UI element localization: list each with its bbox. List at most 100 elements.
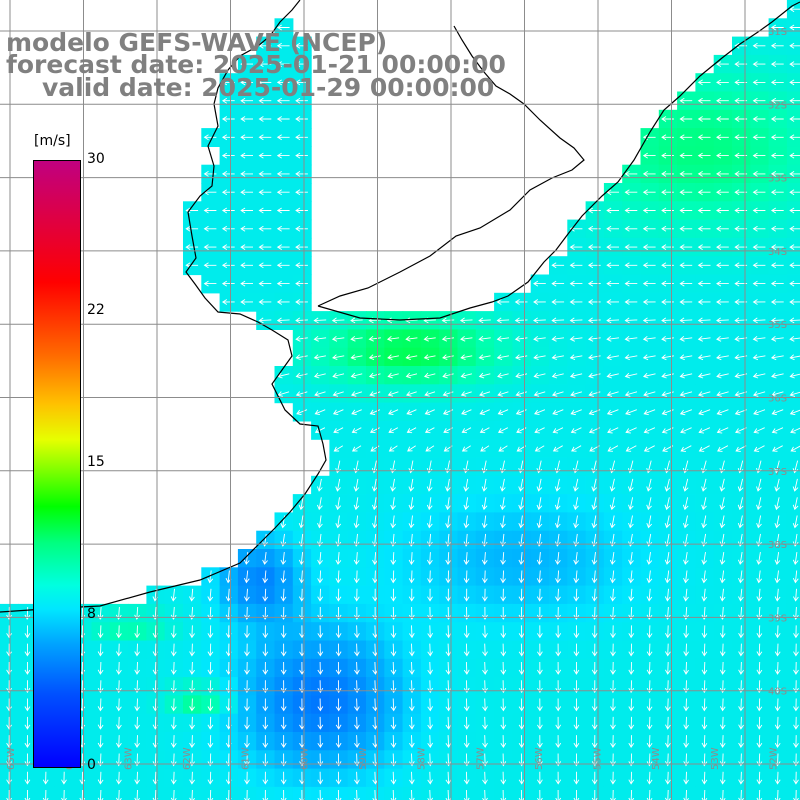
wind-arrow (518, 625, 525, 639)
wind-arrow (262, 643, 269, 657)
wind-arrow (276, 244, 290, 250)
wind-arrow (719, 625, 726, 639)
wind-arrow (752, 280, 766, 287)
wind-arrow (537, 643, 543, 657)
wind-arrow (606, 299, 620, 305)
wind-arrow (189, 771, 195, 785)
wind-speed-cell (786, 713, 800, 733)
wind-arrow (533, 280, 546, 287)
wind-arrow (500, 698, 507, 712)
wind-arrow (258, 171, 272, 177)
wind-arrow (642, 207, 656, 214)
wind-arrow (518, 588, 525, 602)
wind-arrow (425, 445, 435, 452)
wind-arrow (408, 478, 415, 492)
wind-arrow (587, 262, 601, 269)
latitude-label: 37S (768, 467, 787, 478)
wind-arrow (335, 478, 341, 492)
wind-arrow (372, 552, 378, 565)
wind-arrow (185, 207, 199, 214)
wind-arrow (189, 643, 195, 657)
wind-arrow (316, 497, 323, 511)
wind-arrow (170, 771, 177, 785)
wind-arrow (716, 116, 729, 122)
wind-arrow (569, 317, 583, 324)
wind-arrow (628, 789, 635, 800)
wind-arrow (774, 478, 781, 492)
wind-arrow (335, 497, 342, 511)
wind-arrow (24, 698, 31, 712)
wind-arrow (244, 716, 250, 730)
wind-arrow (221, 134, 235, 141)
wind-arrow (554, 497, 561, 511)
wind-arrow (665, 643, 671, 657)
wind-arrow (646, 735, 653, 748)
wind-arrow (536, 515, 543, 529)
wind-speed-cell (786, 567, 800, 587)
wind-arrow (515, 372, 528, 379)
wind-arrow (537, 789, 543, 800)
wind-arrow (203, 225, 217, 232)
wind-arrow (738, 661, 744, 675)
wind-arrow (390, 735, 397, 748)
wind-arrow (665, 625, 671, 639)
wind-arrow (335, 661, 342, 675)
wind-arrow (752, 152, 766, 159)
wind-arrow (716, 335, 729, 342)
wind-arrow (587, 299, 601, 305)
wind-arrow (756, 478, 762, 492)
wind-arrow (610, 698, 616, 712)
wind-arrow (134, 625, 140, 639)
wind-arrow (555, 735, 562, 748)
wind-arrow (6, 661, 12, 675)
wind-arrow (463, 515, 470, 529)
wind-arrow (350, 354, 363, 361)
wind-arrow (627, 478, 634, 492)
wind-arrow (478, 354, 491, 361)
wind-arrow (317, 789, 324, 800)
wind-arrow (752, 61, 766, 67)
wind-arrow (24, 716, 31, 730)
wind-arrow (770, 354, 784, 361)
wind-arrow (683, 771, 689, 785)
wind-arrow (405, 391, 417, 397)
wind-arrow (460, 372, 473, 379)
wind-arrow (679, 134, 693, 141)
wind-arrow (463, 478, 470, 492)
wind-arrow (555, 716, 562, 730)
wind-arrow (752, 244, 766, 250)
wind-arrow (276, 171, 290, 177)
wind-arrow (207, 789, 214, 800)
wind-arrow (643, 445, 655, 452)
wind-arrow (665, 698, 671, 712)
wind-speed-cell (786, 786, 800, 800)
wind-arrow (482, 625, 488, 639)
wind-arrow (664, 588, 671, 602)
wind-arrow (719, 588, 726, 602)
coastline (0, 0, 327, 613)
wind-arrow (683, 661, 689, 675)
wind-arrow (317, 661, 324, 675)
wind-arrow (770, 61, 784, 67)
wind-arrow (756, 570, 763, 584)
wind-arrow (591, 698, 598, 712)
wind-arrow (679, 262, 693, 269)
wind-arrow (646, 661, 653, 675)
wind-arrow (533, 372, 546, 379)
wind-arrow (774, 570, 781, 584)
wind-arrow (573, 497, 579, 511)
wind-arrow (680, 445, 692, 452)
wind-arrow (500, 716, 507, 730)
wind-arrow (480, 445, 490, 452)
wind-arrow (790, 445, 800, 452)
wind-arrow (770, 97, 784, 104)
wind-arrow (442, 391, 454, 397)
wind-arrow (752, 317, 766, 324)
wind-arrow (170, 789, 177, 800)
wind-arrow (497, 372, 509, 379)
wind-arrow (716, 244, 729, 250)
wind-arrow (537, 771, 543, 785)
wind-arrow (793, 661, 799, 675)
wind-arrow (606, 225, 619, 232)
wind-arrow (427, 698, 433, 712)
